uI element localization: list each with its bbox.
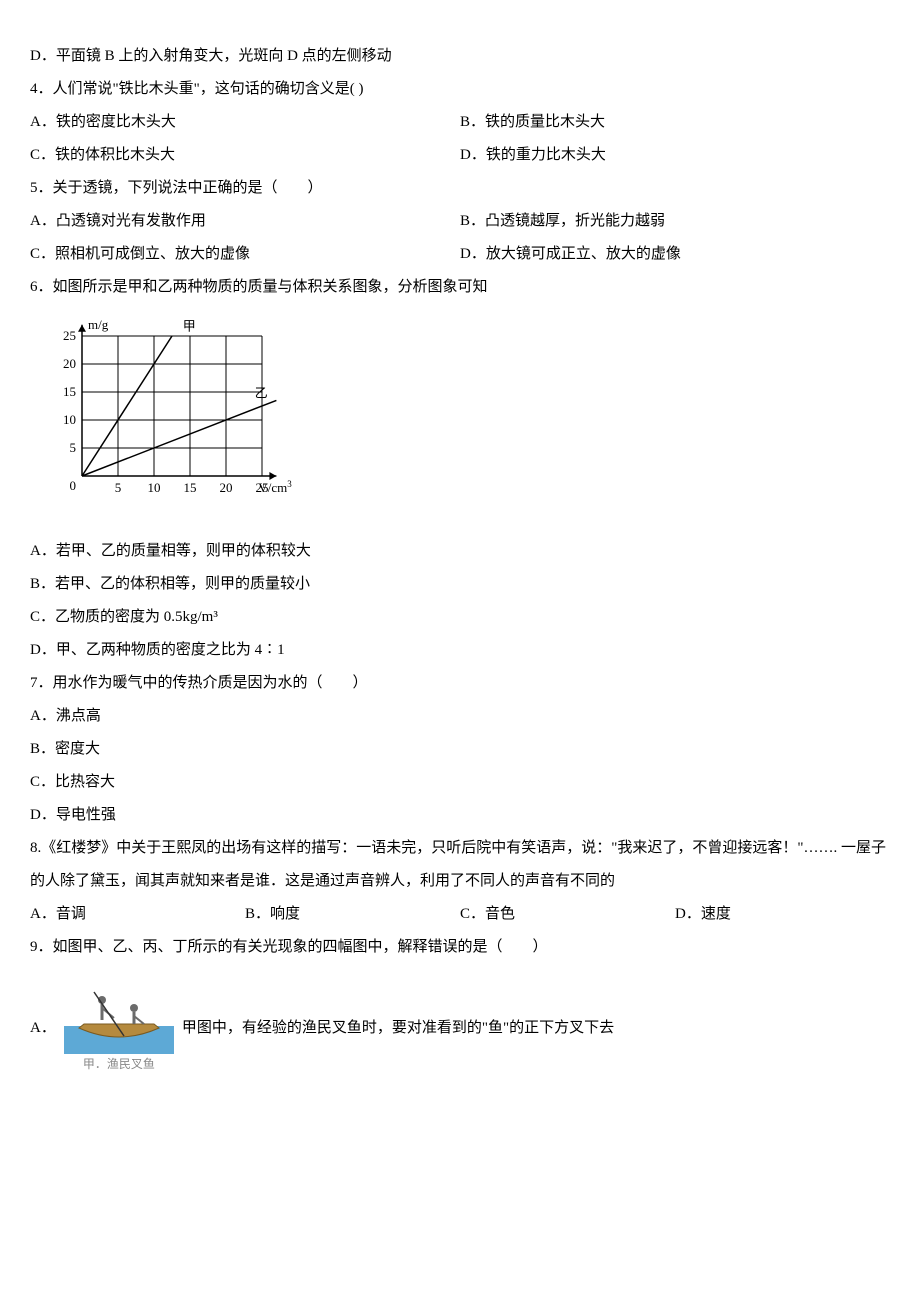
q6-option-b: B．若甲、乙的体积相等，则甲的质量较小 bbox=[30, 568, 890, 601]
q4-options-row1: A．铁的密度比木头大 B．铁的质量比木头大 bbox=[30, 106, 890, 139]
q8-option-d: D．速度 bbox=[675, 898, 890, 931]
q8-option-b: B．响度 bbox=[245, 898, 460, 931]
q9-option-a-figure: 甲．渔民叉鱼 bbox=[64, 984, 174, 1073]
q5-option-b-text: B．凸透镜越厚，折光能力越弱 bbox=[460, 213, 665, 229]
q6-stem: 6．如图所示是甲和乙两种物质的质量与体积关系图象，分析图象可知 bbox=[30, 271, 890, 304]
q5-option-a: A．凸透镜对光有发散作用 bbox=[30, 205, 460, 238]
q6-option-d-text: D．甲、乙两种物质的密度之比为 4∶1 bbox=[30, 642, 285, 658]
q7-option-c: C．比热容大 bbox=[30, 766, 890, 799]
q4-option-d-text: D．铁的重力比木头大 bbox=[460, 147, 606, 163]
svg-text:5: 5 bbox=[70, 440, 77, 455]
q8-stem: 8.《红楼梦》中关于王熙凤的出场有这样的描写：一语未完，只听后院中有笑语声，说：… bbox=[30, 832, 890, 898]
q6-stem-text: 6．如图所示是甲和乙两种物质的质量与体积关系图象，分析图象可知 bbox=[30, 279, 488, 295]
svg-text:25: 25 bbox=[256, 480, 269, 495]
q7-option-b: B．密度大 bbox=[30, 733, 890, 766]
q4-option-c: C．铁的体积比木头大 bbox=[30, 139, 460, 172]
q6-option-c: C．乙物质的密度为 0.5kg/m³ bbox=[30, 601, 890, 634]
q8-options-row: A．音调 B．响度 C．音色 D．速度 bbox=[30, 898, 890, 931]
q8-option-c: C．音色 bbox=[460, 898, 675, 931]
q4-option-b-text: B．铁的质量比木头大 bbox=[460, 114, 605, 130]
q5-option-a-text: A．凸透镜对光有发散作用 bbox=[30, 213, 206, 229]
q9-option-a-row: A． 甲．渔民叉鱼 甲图中，有经验的渔民叉鱼时，要对准看到的"鱼"的正下方叉下去 bbox=[30, 984, 890, 1073]
q8-option-d-text: D．速度 bbox=[675, 906, 731, 922]
q3-option-d-text: D．平面镜 B 上的入射角变大，光斑向 D 点的左侧移动 bbox=[30, 48, 392, 64]
q5-options-row2: C．照相机可成倒立、放大的虚像 D．放大镜可成正立、放大的虚像 bbox=[30, 238, 890, 271]
q7-option-c-text: C．比热容大 bbox=[30, 774, 115, 790]
q6-option-a-text: A．若甲、乙的质量相等，则甲的体积较大 bbox=[30, 543, 311, 559]
q8-option-c-text: C．音色 bbox=[460, 906, 515, 922]
q7-option-a-text: A．沸点高 bbox=[30, 708, 101, 724]
q6-option-c-text: C．乙物质的密度为 0.5kg/m³ bbox=[30, 609, 218, 625]
q8-stem-text: 8.《红楼梦》中关于王熙凤的出场有这样的描写：一语未完，只听后院中有笑语声，说：… bbox=[30, 840, 886, 889]
q5-option-c-text: C．照相机可成倒立、放大的虚像 bbox=[30, 246, 250, 262]
q4-options-row2: C．铁的体积比木头大 D．铁的重力比木头大 bbox=[30, 139, 890, 172]
q5-option-d-text: D．放大镜可成正立、放大的虚像 bbox=[460, 246, 681, 262]
q9-stem: 9．如图甲、乙、丙、丁所示的有关光现象的四幅图中，解释错误的是（ ） bbox=[30, 931, 890, 964]
q8-option-a-text: A．音调 bbox=[30, 906, 86, 922]
q7-option-d: D．导电性强 bbox=[30, 799, 890, 832]
q9-option-a-prefix: A． bbox=[30, 1012, 56, 1045]
svg-text:15: 15 bbox=[184, 480, 197, 495]
q5-option-b: B．凸透镜越厚，折光能力越弱 bbox=[460, 205, 890, 238]
q4-option-c-text: C．铁的体积比木头大 bbox=[30, 147, 175, 163]
q4-option-d: D．铁的重力比木头大 bbox=[460, 139, 890, 172]
q6-option-d: D．甲、乙两种物质的密度之比为 4∶1 bbox=[30, 634, 890, 667]
svg-text:20: 20 bbox=[220, 480, 233, 495]
fisherman-icon bbox=[64, 984, 174, 1054]
q5-options-row1: A．凸透镜对光有发散作用 B．凸透镜越厚，折光能力越弱 bbox=[30, 205, 890, 238]
q9-option-a-caption: 甲．渔民叉鱼 bbox=[83, 1056, 155, 1073]
q6-chart-svg: m/gV/cm35101520255101520250甲乙 bbox=[30, 312, 300, 512]
q4-stem-text: 4．人们常说"铁比木头重"，这句话的确切含义是( ) bbox=[30, 81, 364, 97]
q5-stem: 5．关于透镜，下列说法中正确的是（ ） bbox=[30, 172, 890, 205]
svg-text:乙: 乙 bbox=[255, 386, 268, 401]
q5-option-c: C．照相机可成倒立、放大的虚像 bbox=[30, 238, 460, 271]
svg-text:15: 15 bbox=[63, 384, 76, 399]
q6-option-a: A．若甲、乙的质量相等，则甲的体积较大 bbox=[30, 535, 890, 568]
svg-text:10: 10 bbox=[63, 412, 76, 427]
q4-option-a: A．铁的密度比木头大 bbox=[30, 106, 460, 139]
q3-option-d: D．平面镜 B 上的入射角变大，光斑向 D 点的左侧移动 bbox=[30, 40, 890, 73]
svg-text:m/g: m/g bbox=[88, 317, 109, 332]
q6-option-b-text: B．若甲、乙的体积相等，则甲的质量较小 bbox=[30, 576, 310, 592]
q8-option-b-text: B．响度 bbox=[245, 906, 300, 922]
q4-stem: 4．人们常说"铁比木头重"，这句话的确切含义是( ) bbox=[30, 73, 890, 106]
q7-option-d-text: D．导电性强 bbox=[30, 807, 116, 823]
svg-text:20: 20 bbox=[63, 356, 76, 371]
q7-option-a: A．沸点高 bbox=[30, 700, 890, 733]
q7-stem-text: 7．用水作为暖气中的传热介质是因为水的（ ） bbox=[30, 675, 368, 691]
q9-option-a-text: 甲图中，有经验的渔民叉鱼时，要对准看到的"鱼"的正下方叉下去 bbox=[182, 1012, 614, 1045]
svg-text:甲: 甲 bbox=[183, 318, 196, 333]
q6-chart: m/gV/cm35101520255101520250甲乙 bbox=[30, 312, 890, 525]
svg-text:0: 0 bbox=[70, 478, 77, 493]
q5-option-d: D．放大镜可成正立、放大的虚像 bbox=[460, 238, 890, 271]
q7-option-b-text: B．密度大 bbox=[30, 741, 100, 757]
svg-text:10: 10 bbox=[148, 480, 161, 495]
q5-stem-text: 5．关于透镜，下列说法中正确的是（ ） bbox=[30, 180, 323, 196]
q7-stem: 7．用水作为暖气中的传热介质是因为水的（ ） bbox=[30, 667, 890, 700]
q9-stem-text: 9．如图甲、乙、丙、丁所示的有关光现象的四幅图中，解释错误的是（ ） bbox=[30, 939, 548, 955]
svg-text:25: 25 bbox=[63, 328, 76, 343]
q8-option-a: A．音调 bbox=[30, 898, 245, 931]
q4-option-b: B．铁的质量比木头大 bbox=[460, 106, 890, 139]
q4-option-a-text: A．铁的密度比木头大 bbox=[30, 114, 176, 130]
svg-text:5: 5 bbox=[115, 480, 122, 495]
